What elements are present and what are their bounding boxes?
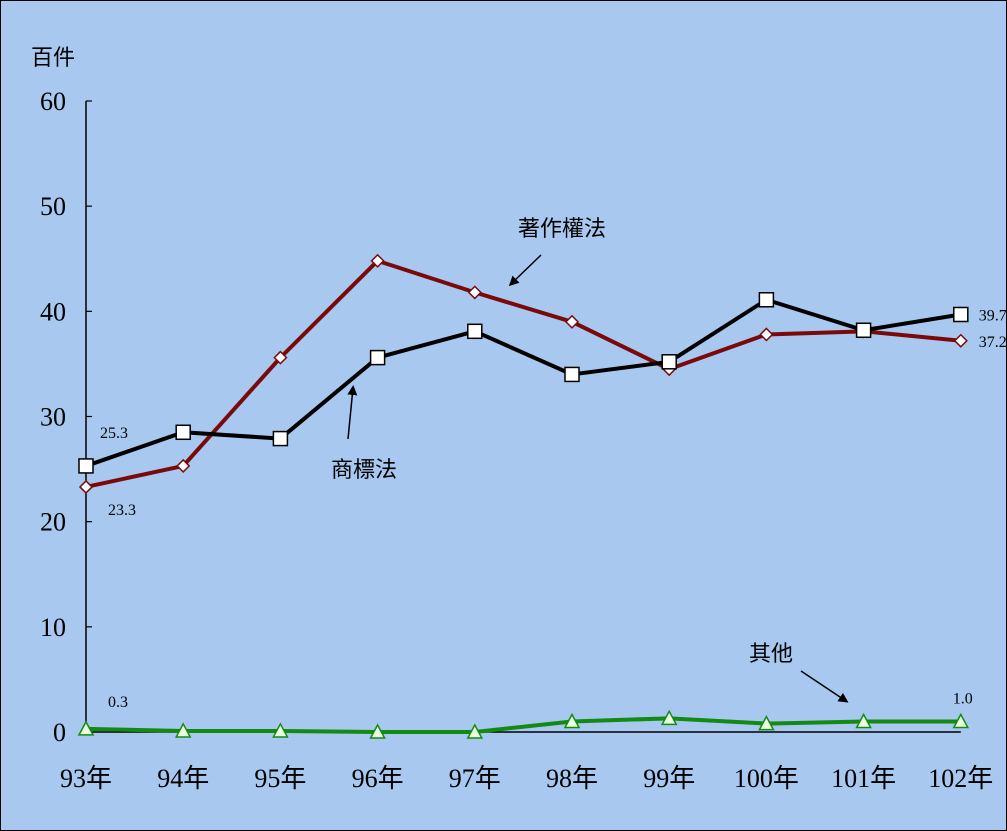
marker-copyright (273, 350, 288, 365)
series-label-trademark: 商標法 (331, 458, 397, 483)
y-tick-label: 60 (40, 87, 66, 116)
y-tick-label: 0 (53, 718, 66, 747)
marker-copyright (564, 314, 580, 329)
marker-trademark (78, 458, 94, 474)
marker-other (77, 720, 95, 736)
marker-trademark (661, 354, 677, 370)
marker-other (855, 712, 872, 729)
y-tick-label: 10 (40, 613, 66, 642)
data-label-copyright-last: 37.2 (979, 334, 1006, 351)
copyright-arrow (508, 254, 542, 287)
data-label-copyright-first: 23.3 (108, 502, 136, 519)
y-axis-unit-label: 百件 (31, 46, 75, 71)
series-layer (77, 253, 970, 739)
marker-trademark (564, 366, 580, 383)
series-line-copyright (85, 258, 961, 489)
x-tick-label: 93年 (60, 764, 112, 793)
data-label-trademark-first: 25.3 (100, 425, 128, 442)
marker-other (369, 723, 386, 739)
marker-other (563, 712, 581, 729)
y-tick-label: 50 (40, 192, 66, 221)
axes: 0 10 20 30 40 50 60 93年 94年 95年 96年 97年 98年 99年 100年 10… (40, 87, 993, 793)
marker-trademark (467, 323, 483, 340)
marker-trademark (272, 430, 289, 447)
data-label-other-last: 1.0 (953, 690, 973, 707)
trademark-arrow (347, 385, 358, 440)
x-tick-label: 95年 (254, 764, 306, 793)
marker-other (952, 712, 970, 729)
marker-copyright (759, 327, 774, 342)
series-line-trademark (85, 297, 962, 468)
marker-copyright (176, 458, 191, 473)
marker-copyright (467, 285, 482, 300)
marker-copyright (953, 333, 968, 348)
marker-trademark (953, 306, 969, 323)
marker-trademark (175, 424, 191, 441)
x-tick-label: 99年 (643, 764, 695, 793)
x-tick-label: 94年 (157, 764, 209, 793)
data-label-other-first: 0.3 (108, 694, 128, 711)
marker-other (272, 722, 289, 738)
marker-trademark (855, 322, 872, 339)
other-arrow (800, 670, 849, 703)
marker-other (660, 709, 678, 726)
series-label-other: 其他 (749, 642, 793, 667)
y-tick-label: 20 (40, 508, 66, 537)
x-tick-label: 98年 (546, 764, 598, 793)
data-label-trademark-last: 39.7 (979, 307, 1006, 324)
marker-other (466, 723, 484, 739)
y-tick-label: 40 (40, 297, 66, 326)
y-tick-label: 30 (40, 403, 66, 432)
x-tick-label: 102年 (928, 764, 993, 793)
x-tick-label: 100年 (734, 764, 799, 793)
marker-trademark (758, 292, 775, 308)
marker-other (758, 715, 775, 731)
marker-trademark (369, 349, 386, 366)
marker-copyright (78, 479, 94, 495)
labels-layer: 23.3 37.2 25.3 39.7 0.3 1.0 (100, 307, 1006, 710)
marker-other (174, 722, 192, 738)
x-tick-label: 97年 (449, 764, 501, 793)
series-line-other (85, 716, 961, 734)
x-tick-label: 96年 (352, 764, 404, 793)
series-label-copyright: 著作權法 (518, 217, 606, 242)
marker-copyright (370, 253, 385, 268)
x-tick-label: 101年 (831, 764, 896, 793)
